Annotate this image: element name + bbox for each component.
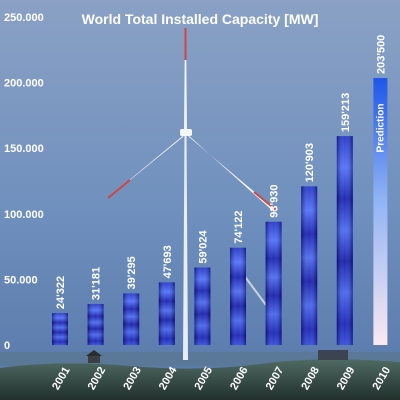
- bar-2007-shading: [265, 221, 282, 345]
- value-label-2001: 24'322: [55, 276, 67, 309]
- y-axis-ticks: 0 50.000 100.000 150.000 200.000 250.000: [4, 12, 44, 352]
- value-label-2006: 74'122: [233, 211, 245, 244]
- value-label-2004: 47'693: [162, 245, 174, 278]
- value-label-2009: 159'213: [340, 93, 352, 132]
- bar-2002-shading: [87, 304, 104, 345]
- y-tick-label: 50.000: [4, 274, 38, 286]
- wind-turbine: [107, 28, 277, 360]
- ground-shore: [0, 359, 400, 400]
- bar-2004-shading: [158, 282, 175, 345]
- distant-building: [318, 350, 348, 360]
- y-tick-label: 100.000: [4, 209, 44, 221]
- value-label-2010: 203'500: [375, 35, 387, 74]
- y-tick-label: 150.000: [4, 143, 44, 155]
- turbine-tower: [183, 135, 188, 360]
- value-label-2007: 93'930: [269, 185, 281, 218]
- y-tick-label: 250.000: [4, 12, 44, 24]
- value-label-2003: 39'295: [126, 256, 138, 289]
- bar-2003-shading: [123, 293, 140, 345]
- bar-2009-shading: [336, 136, 353, 345]
- turbine-blade-left-tip: [107, 179, 131, 199]
- y-tick-label: 0: [4, 340, 10, 352]
- turbine-blade-right-tip: [253, 191, 277, 211]
- bar-2001-shading: [52, 313, 68, 345]
- distant-house: [88, 355, 100, 363]
- bar-2005-shading: [194, 267, 211, 345]
- prediction-annotation: Prediction: [375, 104, 386, 153]
- bar-2006-shading: [230, 247, 246, 345]
- bar-2010-prediction: [373, 78, 388, 346]
- value-label-2008: 120'903: [304, 143, 316, 182]
- value-labels: 24'322 31'181 39'295 47'693 59'024 74'122 93'9…: [55, 35, 387, 309]
- bar-2008-shading: [301, 186, 318, 345]
- chart-title: World Total Installed Capacity [MW]: [82, 11, 319, 27]
- turbine-nacelle: [180, 129, 192, 136]
- value-label-2005: 59'024: [197, 229, 209, 263]
- y-tick-label: 200.000: [4, 78, 44, 90]
- value-label-2002: 31'181: [91, 267, 103, 300]
- bars: [52, 78, 388, 346]
- distant-house-roof: [86, 350, 102, 356]
